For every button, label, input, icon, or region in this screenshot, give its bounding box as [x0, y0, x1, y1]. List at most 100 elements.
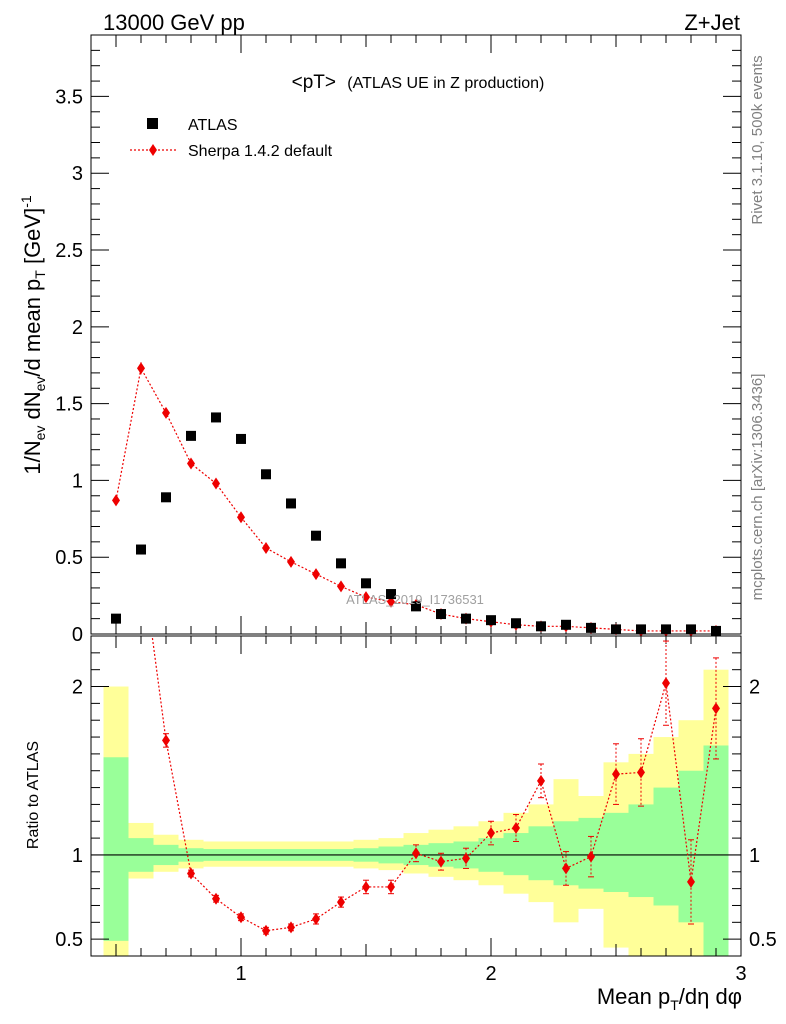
- data-point: [236, 433, 246, 444]
- ratio-band-inner: [628, 804, 654, 898]
- ratio-point: [437, 855, 445, 868]
- ratio-point: [687, 875, 695, 888]
- ratio-point: [612, 768, 620, 781]
- mc-point: [337, 580, 345, 593]
- ratio-point: [662, 677, 670, 690]
- data-point: [286, 498, 296, 509]
- y-tick-label: 3.5: [55, 86, 83, 108]
- y-axis-label: 1/Nev dNev/d mean pT [GeV]-1: [18, 195, 48, 475]
- ratio-point: [237, 911, 245, 924]
- ratio-band-inner: [603, 812, 629, 892]
- ratio-band-inner: [653, 787, 679, 906]
- y-tick-label: 3: [72, 163, 83, 185]
- data-point: [111, 613, 121, 624]
- sidebar-bottom: mcplots.cern.ch [arXiv:1306.3436]: [749, 374, 766, 601]
- ratio-plot: 1 2 30.5 0.51 12 2: [55, 635, 777, 985]
- main-plot: 0 0.5 1 1.5 2 2.5 3 3.5: [55, 34, 742, 646]
- ratio-point: [337, 896, 345, 909]
- data-point: [586, 622, 596, 633]
- mc-point: [362, 591, 370, 604]
- main-title: <pT> (ATLAS UE in Z production): [292, 72, 545, 93]
- y-tick-label: 2: [72, 317, 83, 339]
- legend-atlas-marker: [147, 118, 158, 129]
- ratio-point: [512, 822, 520, 834]
- ratio-point: [412, 847, 420, 860]
- x-tick-label: 1: [235, 963, 246, 985]
- ratio-point: [462, 852, 470, 865]
- ratio-y-tick-label-right: 1: [749, 845, 760, 867]
- data-point: [511, 618, 521, 629]
- y-tick-label: 0: [72, 624, 83, 646]
- data-point: [486, 615, 496, 626]
- ratio-point: [537, 774, 545, 787]
- data-point: [186, 430, 196, 441]
- ratio-point: [312, 912, 320, 925]
- data-point: [461, 613, 471, 624]
- main-title-sub: (ATLAS UE in Z production): [347, 75, 544, 92]
- y-tick-label: 1: [72, 470, 83, 492]
- data-point: [611, 624, 621, 635]
- mc-point: [162, 406, 170, 419]
- data-point: [161, 492, 171, 503]
- data-point: [711, 625, 721, 636]
- mc-point: [187, 457, 195, 470]
- ratio-y-tick-label: 1: [72, 845, 83, 867]
- y-tick-label: 0.5: [55, 547, 83, 569]
- ratio-point: [162, 734, 170, 747]
- ratio-band-inner: [528, 826, 554, 881]
- ratio-point: [187, 867, 195, 880]
- data-point: [386, 589, 396, 600]
- mc-point: [112, 494, 120, 507]
- ratio-y-tick-label: 2: [72, 677, 83, 699]
- x-tick-label: 2: [485, 963, 496, 985]
- ratio-y-axis-label: Ratio to ATLAS: [25, 741, 42, 849]
- ratio-point: [562, 862, 570, 875]
- mc-point: [237, 511, 245, 524]
- legend: ATLAS Sherpa 1.4.2 default: [130, 117, 333, 160]
- ratio-band-inner: [678, 770, 704, 923]
- ratio-y-tick-label-right: 2: [749, 677, 760, 699]
- watermark: ATLAS_2019_I1736531: [346, 592, 484, 607]
- x-axis-label: Mean pT/dη dφ: [597, 984, 742, 1013]
- ratio-y-tick-label-right: 0.5: [749, 929, 777, 951]
- data-point: [636, 624, 646, 635]
- ratio-mc-group: [151, 636, 720, 937]
- ratio-point: [587, 850, 595, 863]
- ratio-band-inner: [703, 745, 729, 956]
- ratio-point: [262, 924, 270, 937]
- x-tick-label: 3: [735, 963, 746, 985]
- mc-point: [262, 541, 270, 554]
- ratio-point: [362, 880, 370, 893]
- data-point: [336, 558, 346, 569]
- data-point: [261, 469, 271, 480]
- ratio-point: [637, 766, 645, 779]
- data-point: [436, 609, 446, 620]
- mc-point: [287, 555, 295, 568]
- legend-mc-marker: [149, 144, 157, 156]
- data-point: [361, 578, 371, 589]
- y-tick-label: 1.5: [55, 394, 83, 416]
- data-point: [411, 601, 421, 612]
- ratio-point: [212, 892, 220, 905]
- ratio-point: [487, 827, 495, 840]
- data-point: [136, 544, 146, 555]
- mc-point: [212, 477, 220, 490]
- y-tick-label: 2.5: [55, 240, 83, 262]
- data-point: [536, 621, 546, 632]
- ratio-point: [287, 921, 295, 934]
- legend-atlas-label: ATLAS: [188, 117, 238, 134]
- header-left: 13000 GeV pp: [103, 10, 245, 35]
- ratio-band-inner: [103, 757, 129, 941]
- data-point: [686, 624, 696, 635]
- ratio-point: [712, 702, 720, 715]
- mc-point: [137, 362, 145, 375]
- data-point: [561, 619, 571, 630]
- sidebar-top: Rivet 3.1.10, 500k events: [749, 55, 766, 224]
- legend-mc-label: Sherpa 1.4.2 default: [188, 143, 333, 160]
- ratio-point: [387, 880, 395, 893]
- main-title-obs: <pT>: [292, 72, 336, 93]
- data-point: [311, 530, 321, 541]
- mc-point: [312, 568, 320, 581]
- data-point: [661, 624, 671, 635]
